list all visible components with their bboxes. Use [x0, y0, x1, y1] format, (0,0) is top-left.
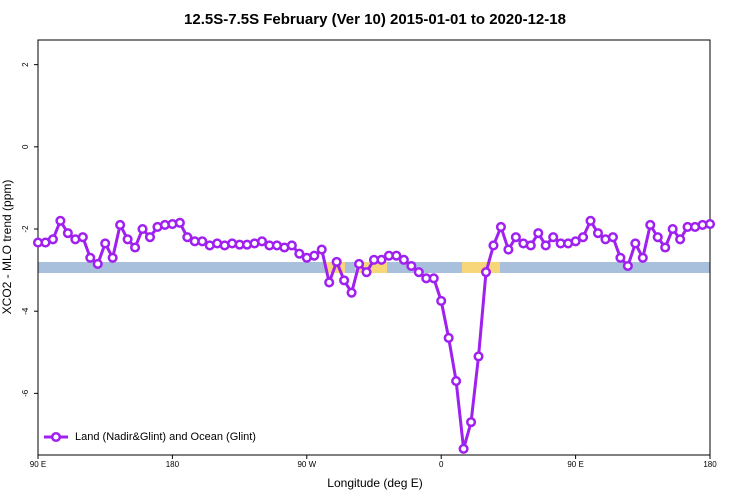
data-point — [324, 277, 335, 288]
y-tick-label: 2 — [21, 62, 30, 67]
data-point — [615, 252, 626, 263]
data-point — [107, 252, 118, 263]
data-point — [660, 242, 671, 253]
y-tick-label: 0 — [21, 144, 30, 149]
data-point — [174, 217, 185, 228]
data-point — [77, 232, 88, 243]
data-point — [354, 258, 365, 269]
data-point — [630, 238, 641, 249]
x-tick-label: 0 — [439, 460, 444, 469]
y-tick-label: -4 — [21, 307, 30, 315]
data-point — [645, 219, 656, 230]
data-point — [294, 248, 305, 259]
data-point — [533, 228, 544, 239]
x-tick-label: 90 E — [30, 460, 46, 469]
chart-title: 12.5S-7.5S February (Ver 10) 2015-01-01 … — [184, 11, 566, 28]
data-point — [316, 244, 327, 255]
data-point — [428, 273, 439, 284]
data-point — [585, 215, 596, 226]
data-point — [436, 295, 447, 306]
data-point — [578, 232, 589, 243]
data-point — [197, 236, 208, 247]
y-tick-label: -2 — [21, 225, 30, 233]
data-point — [495, 221, 506, 233]
data-point — [503, 244, 514, 255]
data-point — [473, 351, 484, 362]
land-band — [462, 262, 500, 273]
y-axis-label: XCO2 - MLO trend (ppm) — [0, 180, 14, 315]
data-point — [130, 242, 141, 253]
data-point — [451, 375, 462, 387]
data-point — [548, 232, 559, 243]
data-point — [85, 252, 96, 263]
data-point — [92, 258, 103, 269]
data-point — [480, 267, 492, 278]
data-point — [331, 256, 342, 267]
data-point — [376, 254, 387, 265]
data-point — [346, 287, 357, 298]
data-point — [622, 260, 633, 272]
data-point — [398, 254, 409, 265]
data-point — [466, 417, 477, 428]
data-point — [55, 215, 66, 226]
data-point — [637, 252, 648, 263]
data-point — [570, 236, 581, 247]
data-point — [488, 240, 499, 251]
data-point — [525, 240, 536, 251]
data-point — [413, 267, 424, 278]
data-point — [286, 240, 297, 251]
data-point — [391, 250, 402, 261]
data-point — [47, 234, 58, 245]
data-point — [256, 236, 268, 247]
x-tick-label: 90 E — [567, 460, 583, 469]
legend-marker — [50, 431, 62, 443]
data-point — [182, 232, 193, 243]
data-point — [667, 223, 678, 235]
x-axis-label: Longitude (deg E) — [327, 476, 422, 490]
legend-label: Land (Nadir&Glint) and Ocean (Glint) — [75, 431, 256, 443]
data-point — [443, 332, 454, 343]
data-point — [675, 234, 686, 245]
data-point — [309, 250, 320, 261]
x-tick-label: 180 — [703, 460, 717, 469]
y-tick-label: -6 — [21, 389, 30, 397]
data-point — [652, 232, 663, 243]
data-point — [540, 240, 551, 251]
data-point — [100, 238, 111, 249]
data-point — [406, 260, 417, 272]
data-point — [361, 267, 372, 278]
data-point — [704, 219, 716, 230]
x-tick-label: 180 — [166, 460, 180, 469]
data-point — [607, 232, 618, 243]
data-point — [458, 443, 469, 454]
data-point — [144, 232, 156, 243]
data-point — [115, 219, 126, 230]
data-point — [137, 223, 148, 235]
data-point — [592, 228, 604, 239]
data-point — [339, 275, 350, 286]
x-tick-label: 90 W — [297, 460, 316, 469]
data-point — [122, 234, 133, 245]
data-point — [510, 232, 521, 243]
data-point — [62, 228, 73, 239]
